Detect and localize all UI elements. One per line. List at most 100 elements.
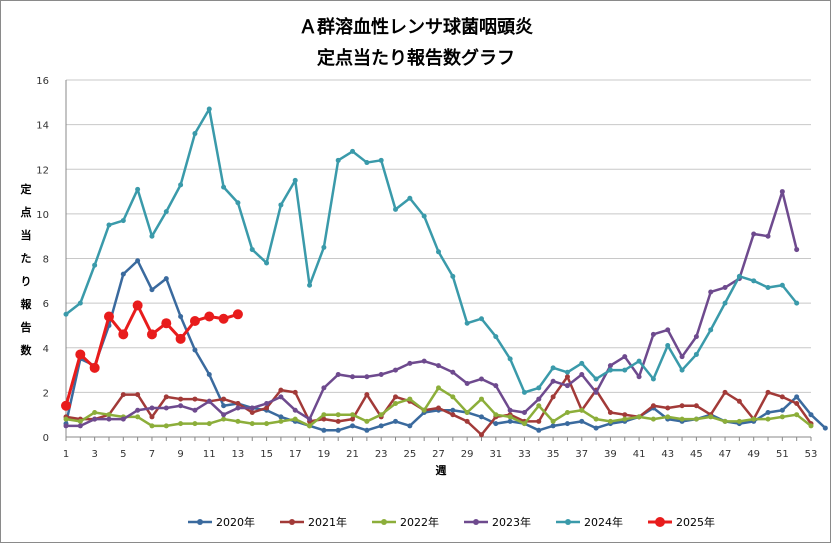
data-point [92, 416, 98, 422]
data-point [593, 416, 599, 422]
data-point [794, 247, 800, 253]
y-axis-label-char: り [21, 275, 32, 288]
x-tick-label: 11 [203, 449, 216, 460]
data-point [507, 356, 513, 362]
data-point [292, 177, 298, 183]
data-point [708, 327, 714, 333]
data-point [450, 273, 456, 279]
x-tick-label: 43 [661, 449, 674, 460]
legend: 2020年 2021年 2022年 2023年 2024年 2025年 [188, 515, 715, 529]
data-point [132, 300, 143, 311]
data-point [63, 423, 69, 429]
data-point [235, 401, 241, 407]
data-point [622, 412, 628, 418]
data-point [292, 407, 298, 413]
data-point [564, 374, 570, 380]
series-line [65, 107, 798, 394]
data-point [464, 380, 470, 386]
data-point [63, 416, 69, 422]
x-tick-label: 19 [318, 449, 331, 460]
data-point [708, 289, 714, 295]
data-point [77, 418, 83, 424]
data-point [393, 394, 399, 400]
x-tick-label: 53 [805, 449, 818, 460]
data-point [736, 398, 742, 404]
data-point [235, 418, 241, 424]
data-point [622, 367, 628, 373]
data-point [232, 309, 243, 320]
x-tick-label: 45 [690, 449, 703, 460]
data-point [118, 329, 129, 340]
data-point [192, 347, 198, 353]
data-point [536, 396, 542, 402]
data-point [235, 200, 241, 206]
data-point [765, 416, 771, 422]
data-point [292, 416, 298, 422]
x-tick-label: 5 [120, 449, 126, 460]
data-point [478, 414, 484, 420]
data-point [478, 432, 484, 438]
data-point [393, 367, 399, 373]
legend-swatch-marker [197, 519, 203, 525]
data-point [63, 311, 69, 317]
data-point [350, 423, 356, 429]
y-axis-label-char: 数 [21, 343, 33, 357]
y-axis-label-char: 定 [21, 182, 32, 196]
data-point [189, 315, 200, 326]
data-point [92, 409, 98, 415]
data-point [436, 385, 441, 391]
data-point [120, 392, 126, 398]
data-point [636, 358, 642, 364]
data-point [722, 300, 728, 306]
y-tick-label: 4 [43, 344, 49, 355]
x-tick-label: 33 [518, 449, 531, 460]
data-point [507, 407, 513, 413]
series-2024年 [63, 106, 800, 395]
data-point [650, 376, 656, 382]
data-point [765, 409, 771, 415]
legend-swatch-marker [655, 517, 665, 527]
data-point [693, 403, 699, 409]
series-2022年 [63, 385, 814, 429]
data-point [278, 394, 284, 400]
data-point [421, 407, 427, 413]
legend-label: 2023年 [492, 515, 531, 529]
axes [65, 80, 811, 438]
data-point [579, 372, 585, 378]
data-point [149, 233, 155, 239]
data-point [378, 157, 384, 163]
y-axis-ticks: 0 2 4 6 8 10 12 14 16 [36, 76, 49, 444]
x-tick-label: 3 [91, 449, 97, 460]
data-point [149, 423, 155, 429]
data-point [421, 358, 427, 364]
data-point [607, 367, 613, 373]
legend-label: 2022年 [400, 515, 439, 529]
data-series [61, 106, 828, 438]
data-point [779, 414, 785, 420]
data-point [536, 418, 542, 424]
x-tick-label: 17 [289, 449, 302, 460]
data-point [106, 222, 112, 228]
data-point [221, 403, 227, 409]
y-axis-label-char: 当 [21, 228, 32, 242]
data-point [278, 387, 284, 393]
data-point [464, 409, 470, 415]
data-point [106, 412, 112, 418]
series-2025年 [61, 300, 243, 411]
data-point [135, 392, 141, 398]
data-point [278, 418, 284, 424]
data-point [579, 407, 585, 413]
x-tick-label: 21 [346, 449, 359, 460]
data-point [436, 249, 441, 255]
data-point [161, 318, 172, 329]
data-point [77, 300, 83, 306]
data-point [808, 423, 814, 429]
data-point [679, 416, 685, 422]
data-point [407, 360, 413, 366]
data-point [135, 407, 141, 413]
data-point [493, 334, 499, 340]
y-tick-label: 6 [43, 299, 49, 310]
data-point [751, 416, 757, 422]
data-point [163, 423, 169, 429]
